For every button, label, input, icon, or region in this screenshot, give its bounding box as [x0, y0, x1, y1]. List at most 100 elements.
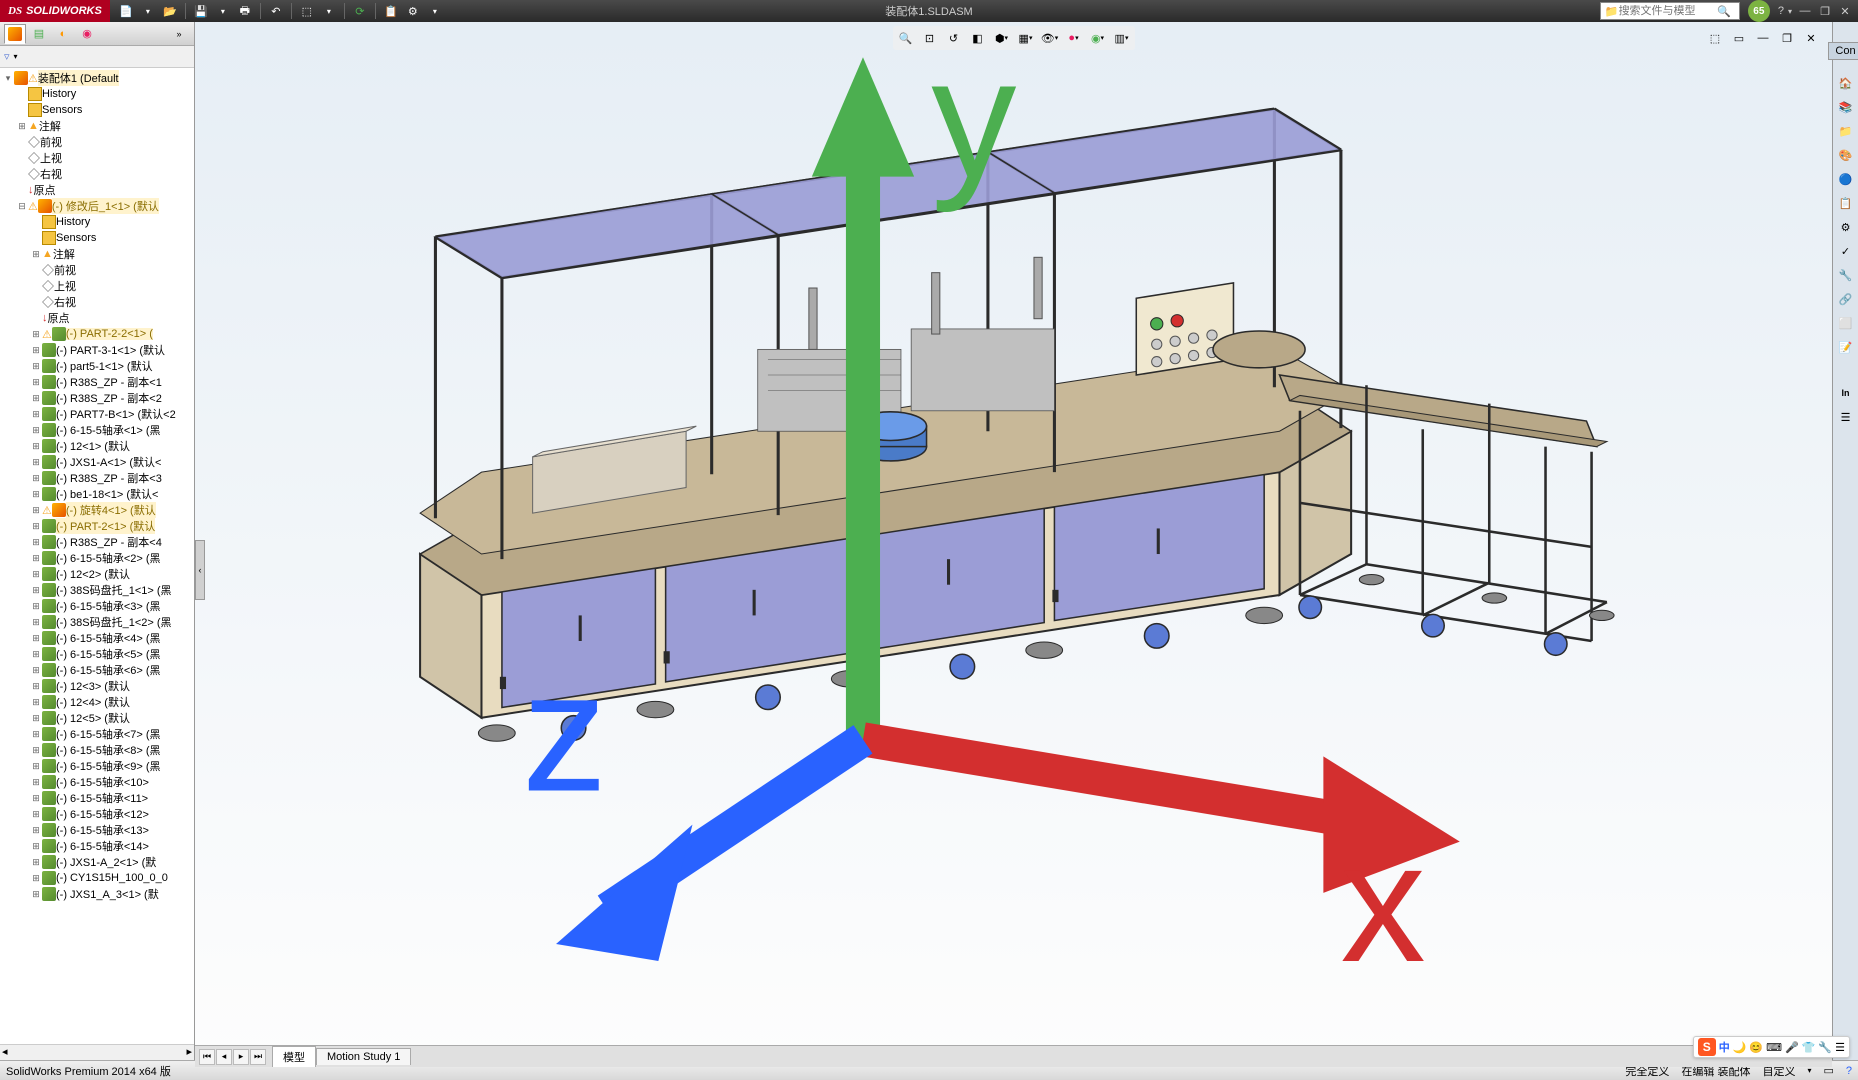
- open-button[interactable]: 📂: [160, 2, 180, 20]
- expander-icon[interactable]: ⊞: [30, 601, 42, 612]
- tree-node[interactable]: ⊞ (-) R38S_ZP - 副本<4: [2, 534, 192, 550]
- expander-icon[interactable]: ▾: [2, 73, 14, 84]
- tree-node[interactable]: ⊟⚠ (-) 修改后_1<1> (默认: [2, 198, 192, 214]
- expander-icon[interactable]: ⊞: [30, 825, 42, 836]
- tree-node[interactable]: ⊞ (-) 6-15-5轴承<13>: [2, 822, 192, 838]
- ime-mic-icon[interactable]: 🎤: [1785, 1041, 1799, 1054]
- tab-motion-study[interactable]: Motion Study 1: [316, 1048, 411, 1065]
- tree-node[interactable]: ⊞ (-) PART-3-1<1> (默认: [2, 342, 192, 358]
- file-explorer-button[interactable]: 📁: [1835, 120, 1857, 142]
- tab-last-button[interactable]: ⏭: [250, 1049, 266, 1065]
- expander-icon[interactable]: ⊞: [30, 521, 42, 532]
- tree-node[interactable]: ⊞ (-) 6-15-5轴承<6> (黑: [2, 662, 192, 678]
- tree-node[interactable]: ⊞ (-) 6-15-5轴承<7> (黑: [2, 726, 192, 742]
- tree-root[interactable]: ▾ ⚠ 装配体1 (Default: [2, 70, 192, 86]
- expander-icon[interactable]: ⊞: [30, 697, 42, 708]
- design-library-button[interactable]: 📚: [1835, 96, 1857, 118]
- tree-node[interactable]: 上视: [2, 150, 192, 166]
- expander-icon[interactable]: ⊞: [30, 873, 42, 884]
- tree-node[interactable]: ⊞ (-) PART7-B<1> (默认<2: [2, 406, 192, 422]
- view-orientation-button[interactable]: ⬢▾: [991, 28, 1013, 48]
- tree-node[interactable]: ⊞ (-) 6-15-5轴承<8> (黑: [2, 742, 192, 758]
- expander-icon[interactable]: ⊞: [30, 745, 42, 756]
- tree-node[interactable]: ⊞ (-) 6-15-5轴承<2> (黑: [2, 550, 192, 566]
- tree-node[interactable]: ↓ 原点: [2, 182, 192, 198]
- expander-icon[interactable]: ⊞: [30, 665, 42, 676]
- expander-icon[interactable]: ⊞: [16, 121, 28, 132]
- chevron-down-icon[interactable]: ▾: [14, 52, 18, 61]
- chevron-icon[interactable]: ▾: [1807, 1066, 1811, 1075]
- expander-icon[interactable]: ⊞: [30, 761, 42, 772]
- expander-icon[interactable]: ⊞: [30, 569, 42, 580]
- expander-icon[interactable]: ⊞: [30, 425, 42, 436]
- tree-node[interactable]: ↓ 原点: [2, 310, 192, 326]
- viewport[interactable]: 🔍 ⊡ ↺ ◧ ⬢▾ ▦▾ 👁▾ ●▾ ◉▾ ▥▾ ⬚ ▭ — ❐ ✕: [195, 22, 1832, 1060]
- expander-icon[interactable]: ⊞: [30, 441, 42, 452]
- edit-appearance-button[interactable]: ●▾: [1063, 28, 1085, 48]
- tab-first-button[interactable]: ⏮: [199, 1049, 215, 1065]
- expander-icon[interactable]: ⊞: [30, 617, 42, 628]
- expander-icon[interactable]: ⊟: [16, 201, 28, 212]
- expander-icon[interactable]: ⊞: [30, 729, 42, 740]
- tree-node[interactable]: History: [2, 86, 192, 102]
- tree-node[interactable]: ⊞▲ 注解: [2, 118, 192, 134]
- expander-icon[interactable]: ⊞: [30, 473, 42, 484]
- zoom-fit-button[interactable]: 🔍: [895, 28, 917, 48]
- task-pane-tab[interactable]: Con: [1828, 42, 1858, 60]
- expander-icon[interactable]: ⊞: [30, 377, 42, 388]
- tree-node[interactable]: ⊞ (-) 6-15-5轴承<10>: [2, 774, 192, 790]
- tree-node[interactable]: ⊞ (-) R38S_ZP - 副本<1: [2, 374, 192, 390]
- task-button-13[interactable]: In: [1835, 382, 1857, 404]
- ime-moon-icon[interactable]: 🌙: [1733, 1041, 1747, 1054]
- view-palette-button[interactable]: 🎨: [1835, 144, 1857, 166]
- tree-node[interactable]: ⊞ (-) part5-1<1> (默认: [2, 358, 192, 374]
- tree-node[interactable]: History: [2, 214, 192, 230]
- tree-node[interactable]: ⊞ (-) 12<5> (默认: [2, 710, 192, 726]
- ime-keyboard-icon[interactable]: ⌨: [1766, 1041, 1782, 1054]
- appearances-button[interactable]: 🔵: [1835, 168, 1857, 190]
- tree-node[interactable]: ⊞ (-) 6-15-5轴承<14>: [2, 838, 192, 854]
- tree-node[interactable]: ⊞ (-) CY1S15H_100_0_0: [2, 870, 192, 886]
- hide-show-button[interactable]: 👁▾: [1039, 28, 1061, 48]
- tab-display-manager[interactable]: ◉: [76, 24, 98, 44]
- ime-tool-icon[interactable]: 🔧: [1818, 1041, 1832, 1054]
- mdi-close-button[interactable]: ✕: [1800, 28, 1822, 48]
- expander-icon[interactable]: ⊞: [30, 841, 42, 852]
- ime-lang[interactable]: 中: [1719, 1039, 1730, 1055]
- expander-icon[interactable]: ⊞: [30, 329, 42, 340]
- tab-feature-tree[interactable]: [4, 24, 26, 44]
- tree-node[interactable]: ⊞ (-) 6-15-5轴承<4> (黑: [2, 630, 192, 646]
- tree-node[interactable]: 前视: [2, 134, 192, 150]
- panel-collapse-handle[interactable]: ‹: [195, 540, 205, 600]
- expander-icon[interactable]: ⊞: [30, 681, 42, 692]
- expander-icon[interactable]: ⊞: [30, 633, 42, 644]
- expander-icon[interactable]: ⊞: [30, 889, 42, 900]
- expander-icon[interactable]: ⊞: [30, 809, 42, 820]
- expander-icon[interactable]: ⊞: [30, 713, 42, 724]
- section-view-button[interactable]: ◧: [967, 28, 989, 48]
- tree-node[interactable]: ⊞ (-) 6-15-5轴承<1> (黑: [2, 422, 192, 438]
- expander-icon[interactable]: ⊞: [30, 393, 42, 404]
- expander-icon[interactable]: ⊞: [30, 649, 42, 660]
- display-style-button[interactable]: ▦▾: [1015, 28, 1037, 48]
- custom-props-button[interactable]: 📋: [1835, 192, 1857, 214]
- previous-view-button[interactable]: ↺: [943, 28, 965, 48]
- tree-node[interactable]: ⊞▲ 注解: [2, 246, 192, 262]
- scroll-left-icon[interactable]: ◂: [2, 1045, 8, 1058]
- mdi-minimize-button[interactable]: —: [1752, 28, 1774, 48]
- mdi-link-button[interactable]: ⬚: [1704, 28, 1726, 48]
- tree-node[interactable]: ⊞ (-) 12<1> (默认: [2, 438, 192, 454]
- tree-node[interactable]: ⊞ (-) 6-15-5轴承<3> (黑: [2, 598, 192, 614]
- tree-node[interactable]: ⊞ (-) 6-15-5轴承<5> (黑: [2, 646, 192, 662]
- ime-face-icon[interactable]: 😊: [1749, 1041, 1763, 1054]
- tree-node[interactable]: ⊞ (-) 12<4> (默认: [2, 694, 192, 710]
- tree-node[interactable]: ⊞ (-) 6-15-5轴承<12>: [2, 806, 192, 822]
- ime-menu-icon[interactable]: ☰: [1835, 1041, 1845, 1054]
- tree-node[interactable]: ⊞ (-) 12<3> (默认: [2, 678, 192, 694]
- tab-next-button[interactable]: ▸: [233, 1049, 249, 1065]
- expander-icon[interactable]: ⊞: [30, 489, 42, 500]
- tree-node[interactable]: ⊞ (-) 6-15-5轴承<9> (黑: [2, 758, 192, 774]
- expander-icon[interactable]: ⊞: [30, 793, 42, 804]
- new-button[interactable]: 📄: [116, 2, 136, 20]
- tree-node[interactable]: ⊞⚠ (-) PART-2-2<1> (: [2, 326, 192, 342]
